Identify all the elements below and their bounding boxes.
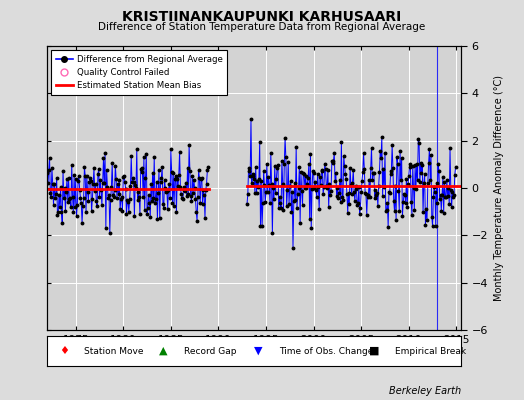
Legend: Difference from Regional Average, Quality Control Failed, Estimated Station Mean: Difference from Regional Average, Qualit… xyxy=(51,50,227,94)
Text: ♦: ♦ xyxy=(59,346,69,356)
Text: Empirical Break: Empirical Break xyxy=(395,346,466,356)
Text: Time of Obs. Change: Time of Obs. Change xyxy=(279,346,374,356)
Text: KRISTIINANKAUPUNKI KARHUSAARI: KRISTIINANKAUPUNKI KARHUSAARI xyxy=(123,10,401,24)
Text: Berkeley Earth: Berkeley Earth xyxy=(389,386,461,396)
Text: Record Gap: Record Gap xyxy=(184,346,236,356)
Text: ▼: ▼ xyxy=(254,346,263,356)
Y-axis label: Monthly Temperature Anomaly Difference (°C): Monthly Temperature Anomaly Difference (… xyxy=(494,75,504,301)
Text: Station Move: Station Move xyxy=(84,346,144,356)
Text: Difference of Station Temperature Data from Regional Average: Difference of Station Temperature Data f… xyxy=(99,22,425,32)
Text: ■: ■ xyxy=(369,346,379,356)
Text: ▲: ▲ xyxy=(159,346,167,356)
